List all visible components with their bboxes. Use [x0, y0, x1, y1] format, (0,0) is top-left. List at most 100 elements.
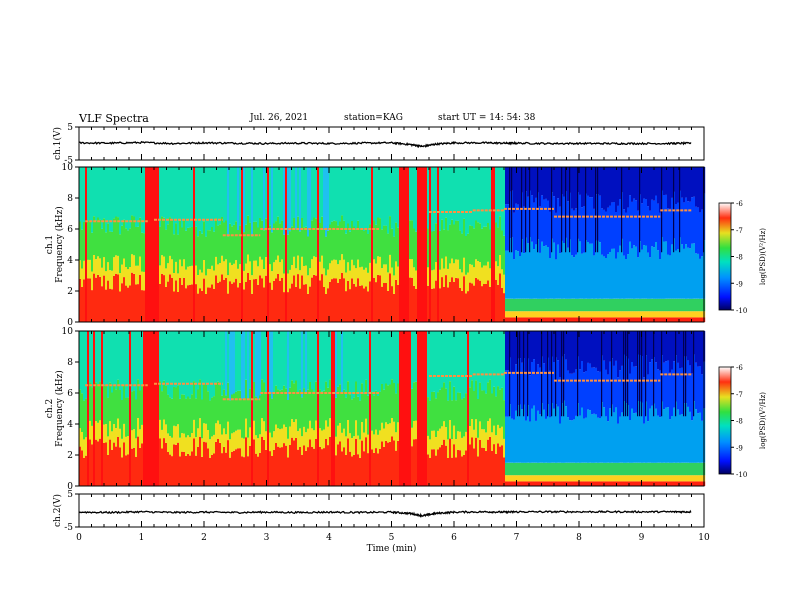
spectrogram-column: [451, 457, 454, 486]
spectrogram-column: [189, 266, 192, 285]
spectrogram-column: [379, 218, 382, 257]
spectrogram-column: [171, 277, 174, 322]
spectrogram-column: [509, 481, 512, 486]
spectrogram-column: [505, 167, 508, 205]
spectrogram-column: [115, 167, 118, 217]
spectrogram-column: [453, 224, 456, 264]
spectrogram-column: [399, 331, 402, 486]
spectrogram-column: [543, 317, 546, 322]
spectrogram-column: [455, 220, 458, 260]
spectrogram-column: [587, 298, 590, 312]
spectrogram-column: [181, 331, 184, 395]
spectrogram-column: [625, 331, 627, 417]
spectrogram-column: [607, 254, 610, 299]
spectrogram-column: [581, 462, 584, 476]
spectrogram-column: [481, 286, 484, 322]
spectrogram-column: [617, 252, 620, 299]
spectrogram-column: [517, 481, 520, 486]
spectrogram-column: [663, 475, 666, 482]
spectrogram-column: [467, 291, 470, 322]
spectrogram-column: [103, 424, 106, 443]
spectrogram-column: [545, 462, 548, 476]
spectrogram-column: [543, 298, 546, 312]
spectrogram-column: [217, 167, 220, 226]
spectrogram-column: [117, 167, 120, 218]
spectrogram-column: [253, 439, 256, 486]
spectrogram-column: [609, 331, 612, 362]
spectrogram-column: [405, 167, 408, 322]
spectrogram-column: [391, 167, 394, 229]
spectrogram-column: [311, 389, 314, 429]
spectrogram-column: [523, 481, 526, 486]
spectrogram-column: [159, 419, 162, 439]
spectrogram-column: [545, 298, 548, 312]
spectrogram-column: [401, 167, 404, 322]
spectrogram-column: [89, 221, 92, 260]
spectrogram-column: [659, 317, 662, 322]
spectrogram-column: [273, 431, 276, 450]
spectrogram-column: [665, 462, 668, 476]
spectrogram-column: [375, 282, 378, 322]
spectrogram-column: [695, 317, 698, 322]
spectrogram-column: [271, 398, 274, 438]
spectrogram-column: [441, 167, 444, 220]
spectrogram-column: [241, 399, 244, 438]
spectrogram-column: [441, 219, 444, 259]
spectrogram-column: [347, 381, 350, 420]
spectrogram-column: [583, 372, 586, 419]
spectrogram-column: [699, 258, 702, 299]
spectrogram-column: [91, 444, 94, 486]
spectrogram-column: [321, 449, 324, 486]
spectrogram-column: [587, 409, 590, 463]
voltage-trace-ch1: [79, 140, 692, 149]
spectrogram-column: [125, 267, 128, 286]
spectrogram-column: [243, 438, 246, 458]
spectrogram-column: [93, 331, 96, 486]
spectrogram-column: [511, 331, 514, 373]
spectrogram-column: [597, 317, 600, 322]
spectrogram-column: [147, 167, 150, 322]
spectrogram-column: [535, 244, 538, 299]
spectrogram-column: [537, 311, 540, 318]
spectrogram-column: [577, 317, 580, 322]
spectrogram-column: [495, 261, 498, 280]
spectrogram-column: [457, 449, 460, 486]
spectrogram-column: [335, 436, 338, 456]
spectrogram-column: [483, 284, 486, 322]
spectrogram-column: [499, 273, 502, 322]
spectrogram-column: [459, 167, 462, 231]
spectrogram-column: [277, 446, 280, 486]
spectrogram-column: [505, 416, 508, 463]
spectrogram-column: [679, 237, 682, 299]
spectrogram-column: [605, 475, 608, 482]
spectrogram-column: [687, 298, 690, 312]
spectrogram-column: [557, 198, 560, 245]
spectrogram-column: [311, 331, 314, 390]
spectrogram-column: [591, 167, 594, 198]
spectrogram-column: [527, 243, 530, 299]
spectrogram-column: [683, 311, 686, 318]
spectrogram-column: [107, 262, 110, 281]
spectrogram-column: [463, 331, 466, 398]
spectrogram-column: [359, 400, 362, 440]
spectrogram-column: [597, 417, 600, 463]
spectrogram-column: [439, 269, 442, 289]
spectrogram-column: [697, 331, 700, 367]
spectrogram-column: [519, 298, 522, 312]
spectrogram-column: [575, 298, 578, 312]
spectrogram-column: [253, 167, 256, 222]
spectrogram-column: [139, 167, 142, 218]
spectrogram-column: [611, 248, 614, 299]
spectrogram-column: [313, 391, 316, 431]
spectrogram-column: [229, 262, 232, 282]
spectrogram-column: [81, 331, 84, 394]
spectrogram-column: [471, 380, 474, 419]
spectrogram-column: [295, 286, 298, 322]
spectrogram-column: [701, 209, 704, 257]
spectrogram-column: [243, 399, 246, 439]
spectrogram-column: [669, 331, 672, 373]
spectrogram-column: [405, 331, 408, 486]
spectrogram-column: [435, 455, 438, 486]
spectrogram-column: [677, 409, 680, 463]
spectrogram-column: [81, 268, 84, 287]
